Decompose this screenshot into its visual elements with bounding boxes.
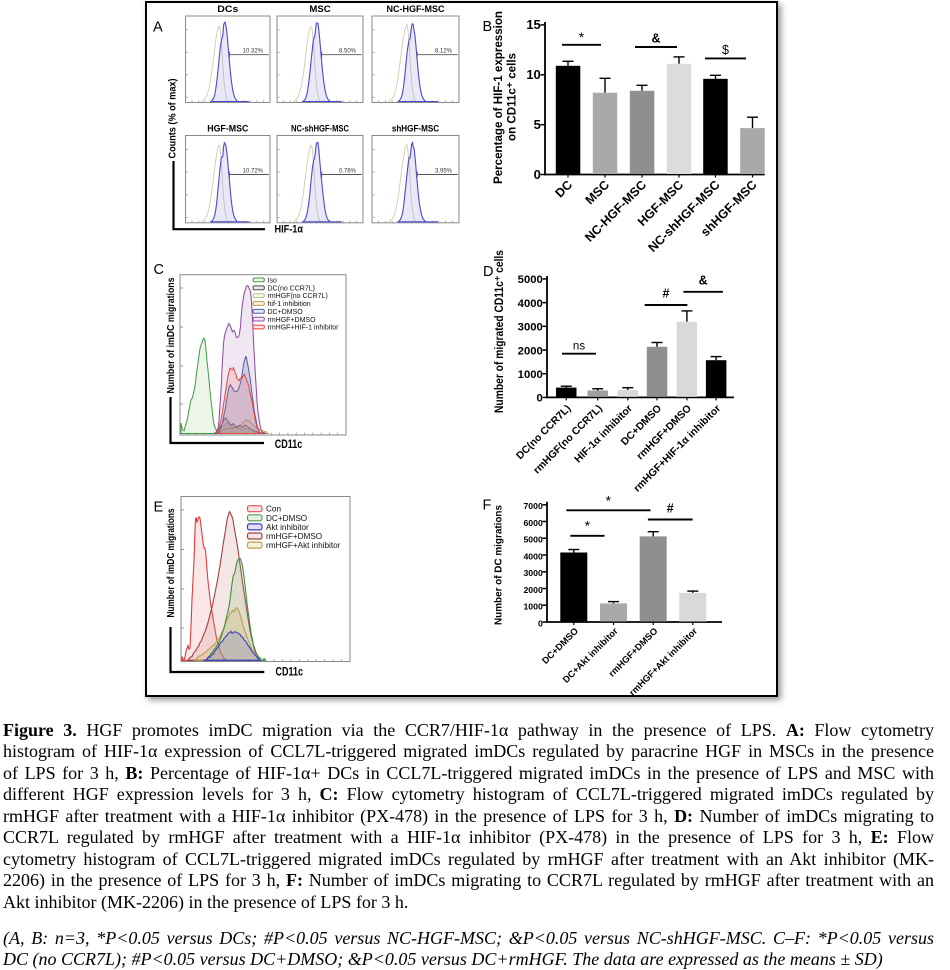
svg-text:Iso: Iso [268,278,277,285]
svg-text:2000: 2000 [523,585,542,595]
svg-text:2000: 2000 [518,345,543,357]
svg-text:0: 0 [537,393,543,405]
svg-text:MSC: MSC [309,4,331,14]
svg-text:0.76%: 0.76% [339,168,357,174]
svg-text:hif-1 inhibition: hif-1 inhibition [268,301,311,308]
svg-text:Con: Con [266,505,281,514]
svg-text:rmHGF+HIF-1 inhibitor: rmHGF+HIF-1 inhibitor [268,325,340,332]
svg-text:$: $ [722,43,729,57]
svg-text:Number of imDC migrations: Number of imDC migrations [165,508,177,617]
svg-text:rmHGF+Akt inhibitor: rmHGF+Akt inhibitor [266,541,341,550]
svg-text:C: C [154,262,164,278]
svg-text:HGF-MSC: HGF-MSC [207,124,249,134]
svg-text:*: * [585,518,591,534]
svg-text:4000: 4000 [523,551,542,561]
svg-text:Akt inhibitor: Akt inhibitor [266,523,309,532]
svg-text:#: # [663,287,670,301]
svg-text:8.12%: 8.12% [435,49,453,55]
svg-text:6000: 6000 [523,518,542,528]
svg-text:D: D [483,264,493,280]
svg-text:&: & [651,32,660,46]
svg-text:Counts (% of max): Counts (% of max) [167,79,179,159]
svg-text:5000: 5000 [523,535,542,545]
svg-text:DC: DC [552,178,575,201]
svg-text:7000: 7000 [523,501,542,511]
svg-text:HIF-1α: HIF-1α [275,223,304,235]
svg-text:4000: 4000 [518,298,543,310]
svg-text:NC-shHGF-MSC: NC-shHGF-MSC [291,124,349,134]
svg-text:15: 15 [526,17,540,32]
svg-text:*: * [579,29,585,45]
svg-text:A: A [153,20,163,36]
svg-text:0: 0 [538,618,543,628]
svg-text:B: B [483,19,493,35]
svg-text:Number of imDC migrations: Number of imDC migrations [165,277,177,393]
svg-text:8.50%: 8.50% [339,49,357,55]
svg-text:rmHGF+DMSO: rmHGF+DMSO [268,317,317,324]
svg-text:1000: 1000 [518,369,543,381]
svg-text:rmHGF+DMSO: rmHGF+DMSO [266,532,322,541]
svg-text:&: & [699,274,708,288]
svg-text:#: # [667,502,674,516]
svg-text:5000: 5000 [518,274,543,286]
svg-text:10: 10 [526,67,540,82]
svg-text:DC(no CCR7L): DC(no CCR7L) [515,403,574,462]
svg-text:Percentage of HIF-1 expression: Percentage of HIF-1 expression [491,11,505,184]
svg-text:on CD11c⁺ cells: on CD11c⁺ cells [505,53,519,141]
svg-text:*: * [606,493,612,509]
svg-text:3.95%: 3.95% [435,168,453,174]
svg-text:CD11c: CD11c [275,439,303,451]
svg-text:DC+DMSO: DC+DMSO [268,309,304,316]
svg-text:DC+DMSO: DC+DMSO [266,514,307,523]
svg-text:rmHGF(no CCR7L): rmHGF(no CCR7L) [268,293,328,300]
svg-text:0: 0 [534,167,541,182]
svg-text:ns: ns [573,341,585,353]
svg-text:rmHGF+Akt inhibitor: rmHGF+Akt inhibitor [627,626,699,698]
svg-text:1000: 1000 [523,602,542,612]
svg-text:5: 5 [534,117,541,132]
svg-text:CD11c: CD11c [276,666,304,678]
svg-text:DCs: DCs [217,4,238,14]
svg-text:NC-HGF-MSC: NC-HGF-MSC [387,4,445,14]
svg-text:E: E [154,500,164,516]
svg-text:10.72%: 10.72% [243,168,264,174]
svg-text:10.32%: 10.32% [243,49,264,55]
svg-text:MSC: MSC [583,178,613,208]
svg-text:DC+DMSO: DC+DMSO [540,626,580,666]
svg-text:DC(no CCR7L): DC(no CCR7L) [268,285,315,292]
svg-text:Number of migrated CD11c⁺ cell: Number of migrated CD11c⁺ cells [494,250,506,413]
svg-text:F: F [483,498,492,514]
svg-text:Number of DC migrations: Number of DC migrations [494,505,505,625]
svg-text:shHGF-MSC: shHGF-MSC [392,124,440,134]
svg-text:3000: 3000 [523,568,542,578]
svg-text:3000: 3000 [518,322,543,334]
